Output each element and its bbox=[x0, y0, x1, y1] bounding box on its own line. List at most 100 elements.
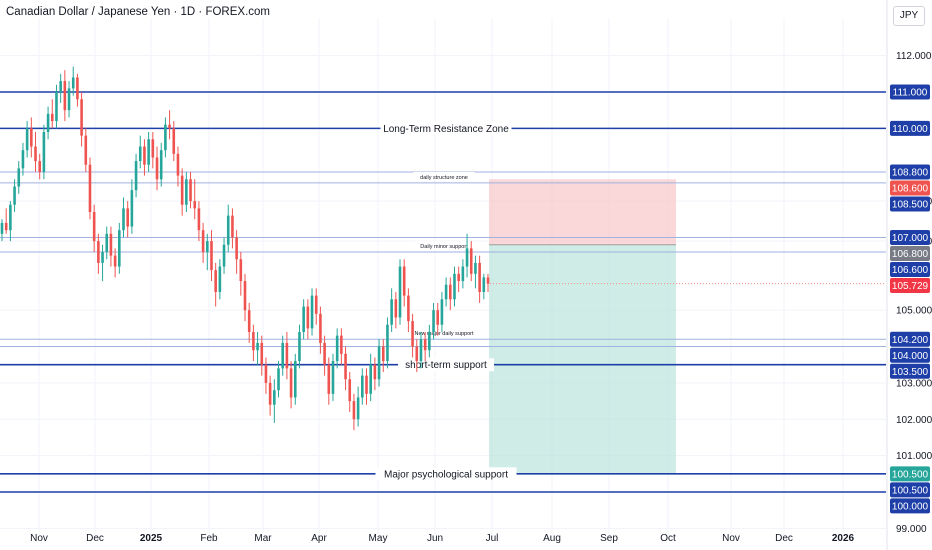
candle bbox=[474, 255, 477, 289]
candle bbox=[235, 230, 238, 274]
price-tag-label: 108.500 bbox=[892, 200, 929, 211]
candle bbox=[461, 259, 465, 289]
candle-body bbox=[327, 364, 331, 394]
candle-body bbox=[419, 339, 423, 362]
candle bbox=[289, 361, 293, 409]
price-tag: 110.000 bbox=[890, 120, 930, 136]
level-label-bg bbox=[414, 241, 474, 249]
price-tag-label: 107.000 bbox=[892, 233, 929, 244]
candle-body bbox=[67, 88, 71, 111]
candle-body bbox=[365, 375, 368, 394]
level-label-bg bbox=[409, 328, 479, 336]
candle-body bbox=[264, 364, 268, 383]
x-tick-label: Mar bbox=[254, 533, 272, 544]
candle bbox=[423, 332, 427, 362]
currency-button[interactable]: JPY bbox=[893, 6, 925, 26]
candle bbox=[440, 292, 444, 332]
candle-body bbox=[436, 310, 440, 325]
price-tag: 103.500 bbox=[890, 363, 930, 379]
horizontal-levels[interactable]: Long-Term Resistance Zone daily structure… bbox=[0, 91, 886, 493]
candle-body bbox=[428, 332, 431, 351]
candle-body bbox=[92, 212, 96, 242]
candle-body bbox=[256, 342, 259, 351]
price-tag: 104.200 bbox=[890, 331, 930, 347]
candle bbox=[268, 375, 272, 416]
price-tag-label: 100.500 bbox=[892, 485, 929, 496]
x-tick-label: Jul bbox=[486, 533, 499, 544]
price-tag-box bbox=[890, 261, 930, 277]
price-tag-label: 104.200 bbox=[892, 335, 929, 346]
candle-body bbox=[168, 124, 171, 129]
candle-body bbox=[55, 92, 58, 122]
price-tag-box bbox=[890, 482, 930, 498]
candle bbox=[130, 179, 134, 234]
candle-body bbox=[486, 277, 490, 284]
take-profit-zone[interactable] bbox=[489, 244, 676, 474]
price-tag: 111.000 bbox=[890, 84, 930, 100]
price-tag-label: 106.600 bbox=[892, 265, 929, 276]
price-tag-label: 100.500 bbox=[892, 469, 929, 480]
price-tag: 105.729 bbox=[890, 277, 930, 293]
candle-body bbox=[348, 379, 352, 402]
price-tag-label: 106.800 bbox=[892, 249, 929, 260]
candle bbox=[293, 353, 297, 405]
price-tag-box bbox=[890, 466, 930, 482]
candle-body bbox=[381, 346, 385, 362]
candle bbox=[407, 288, 410, 332]
candle-body bbox=[50, 113, 54, 122]
candle bbox=[134, 153, 138, 198]
candle-body bbox=[76, 77, 79, 100]
candle bbox=[105, 226, 109, 260]
candle-body bbox=[319, 313, 322, 343]
candle-body bbox=[314, 295, 318, 314]
candle bbox=[419, 332, 423, 369]
candle-body bbox=[101, 252, 104, 263]
candle bbox=[314, 288, 318, 325]
candle bbox=[377, 339, 381, 387]
candle-body bbox=[226, 215, 230, 245]
level-label-bg bbox=[413, 171, 475, 180]
level-label: daily structure zone bbox=[420, 175, 468, 181]
candle-body bbox=[105, 233, 109, 252]
level-label-bg bbox=[375, 467, 517, 481]
candle bbox=[147, 132, 150, 172]
candle bbox=[67, 81, 71, 118]
candle bbox=[42, 124, 46, 180]
candle-body bbox=[273, 390, 276, 405]
candle-body bbox=[0, 222, 4, 234]
candle bbox=[352, 393, 356, 431]
candle bbox=[118, 222, 121, 274]
candle bbox=[84, 128, 88, 172]
candle bbox=[218, 259, 222, 300]
price-tag-box bbox=[890, 498, 930, 514]
candle bbox=[185, 172, 188, 212]
candle-body bbox=[268, 382, 272, 405]
candle-body bbox=[369, 364, 372, 394]
x-tick-label: Nov bbox=[30, 533, 48, 544]
position-tool[interactable] bbox=[489, 179, 676, 474]
y-tick-label: 102.000 bbox=[896, 415, 932, 426]
candle bbox=[76, 73, 79, 107]
candle-body bbox=[222, 244, 226, 267]
candle-body bbox=[97, 241, 100, 263]
x-tick-label: Jun bbox=[427, 533, 443, 544]
candle-body bbox=[88, 164, 92, 212]
price-tag-box bbox=[890, 229, 930, 245]
candle bbox=[180, 168, 184, 216]
candle bbox=[38, 153, 42, 180]
candle-body bbox=[407, 295, 410, 322]
level-label: Long-Term Resistance Zone bbox=[383, 124, 509, 135]
candle bbox=[46, 106, 50, 140]
candle bbox=[138, 135, 142, 169]
grid bbox=[0, 18, 886, 535]
candle-body bbox=[147, 139, 150, 165]
candle-body bbox=[432, 310, 435, 332]
candle-body bbox=[42, 132, 46, 172]
stop-loss-zone[interactable] bbox=[489, 179, 676, 245]
candle-body bbox=[340, 335, 343, 354]
candle-body bbox=[444, 284, 448, 300]
candle bbox=[247, 302, 251, 343]
price-tag: 100.500 bbox=[890, 466, 930, 482]
